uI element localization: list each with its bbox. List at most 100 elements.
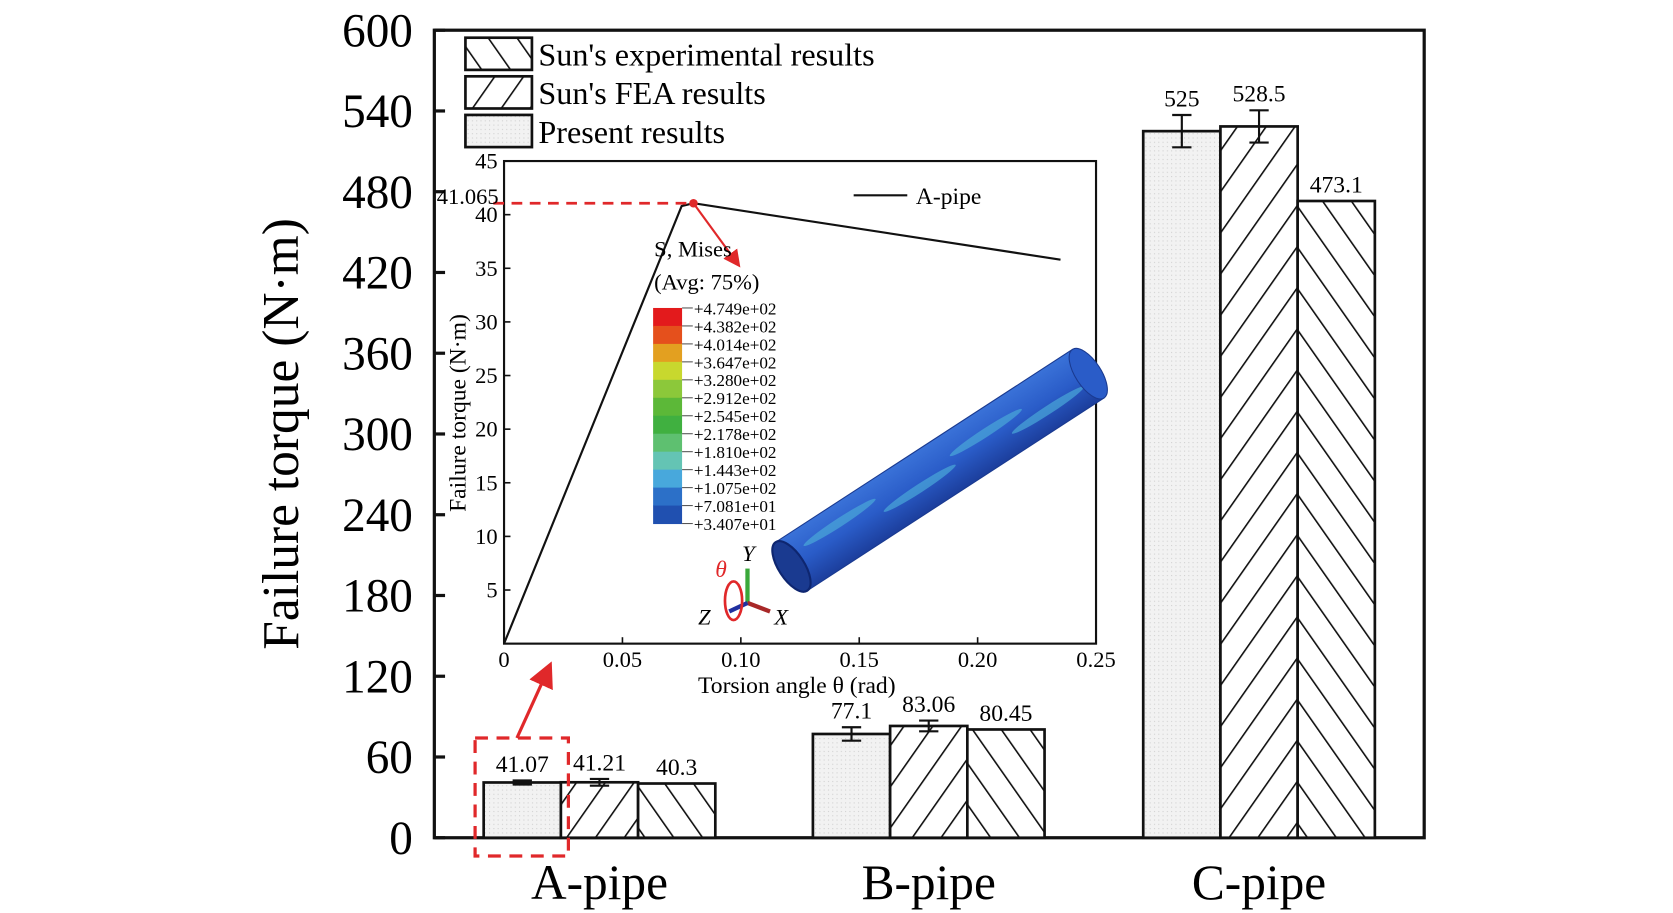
inset-line-a-pipe [503, 202, 1061, 645]
highlight-arrow [515, 661, 553, 739]
stress-streak [949, 408, 1022, 457]
inset-y-tick-label: 15 [475, 470, 498, 495]
inset-y-tick-label: 35 [475, 256, 498, 281]
inset-y-tick-label: 20 [475, 417, 498, 442]
contour-color-band [653, 307, 683, 327]
legend-label: Present results [538, 114, 725, 150]
y-tick-label: 300 [342, 409, 413, 461]
contour-color-band [653, 397, 683, 417]
contour-value-label: +4.382e+02 [694, 317, 777, 336]
contour-value-label: +3.280e+02 [694, 371, 777, 390]
y-tick-label: 120 [342, 651, 413, 703]
contour-value-label: +2.912e+02 [694, 389, 777, 408]
contour-color-band [653, 451, 683, 471]
y-tick-label: 420 [342, 248, 413, 300]
bar-B-pipe-0 [811, 732, 892, 840]
x-tick-label: B-pipe [862, 855, 996, 910]
bar-B-pipe-2 [965, 728, 1046, 840]
inset-x-tick-label: 0.25 [1076, 647, 1115, 672]
data-label: 77.1 [831, 699, 872, 725]
legend-label: Sun's experimental results [538, 37, 874, 73]
legend-swatch [464, 36, 534, 72]
contour-value-label: +2.178e+02 [694, 425, 777, 444]
data-label: 528.5 [1233, 82, 1286, 108]
inset-y-tick-label: 10 [475, 524, 498, 549]
y-tick-label: 60 [366, 732, 413, 784]
y-tick-label: 180 [342, 571, 413, 623]
contour-value-label: +2.545e+02 [694, 407, 777, 426]
contour-value-label: +4.014e+02 [694, 335, 777, 354]
contour-color-band [653, 505, 683, 525]
bar-A-pipe-2 [636, 782, 717, 840]
inset-y-tick-label: 40 [475, 202, 498, 227]
data-label: 525 [1164, 86, 1199, 112]
inset-x-tick-label: 0 [498, 647, 509, 672]
bar-B-pipe-1 [888, 724, 969, 840]
y-tick-label: 540 [342, 86, 413, 138]
contour-color-band [653, 415, 683, 435]
data-label: 40.3 [656, 755, 697, 781]
y-tick-label: 480 [342, 167, 413, 219]
contour-title: S, Mises [654, 236, 732, 261]
inset-y-tick-label: 25 [475, 363, 498, 388]
rotation-arrow-icon [723, 580, 744, 622]
inset-x-tick-label: 0.05 [603, 647, 642, 672]
contour-color-band [653, 379, 683, 399]
bar-C-pipe-1 [1219, 125, 1299, 840]
inset-x-tick-label: 0.10 [721, 647, 760, 672]
contour-value-label: +3.407e+01 [694, 515, 777, 534]
x-axis-triad-label: X [773, 604, 789, 629]
inset-line-chart: 0 0.05 0.10 0.15 0.20 0.25 5 10 15 20 25 30 35 40 45 To… [437, 149, 1116, 699]
contour-value-label: +1.810e+02 [694, 443, 777, 462]
y-tick-label: 600 [342, 5, 413, 57]
stress-streak [803, 498, 876, 547]
contour-subtitle: (Avg: 75%) [654, 270, 759, 295]
contour-color-band [653, 361, 683, 381]
y-axis-triad-label: Y [742, 541, 757, 566]
contour-value-label: +1.075e+02 [694, 479, 777, 498]
x-tick-label: C-pipe [1192, 855, 1326, 910]
legend-swatch [464, 74, 534, 110]
data-label: 80.45 [979, 701, 1032, 727]
y-tick-label: 0 [389, 813, 413, 865]
data-label: 473.1 [1310, 172, 1363, 198]
y-axis-label: Failure torque (N·m) [253, 218, 310, 650]
contour-color-band [653, 469, 683, 489]
y-tick-label: 360 [342, 328, 413, 380]
legend-swatch [464, 113, 534, 149]
z-axis-triad-label: Z [698, 604, 711, 629]
data-label: 41.07 [496, 752, 549, 778]
contour-value-label: +3.647e+02 [694, 353, 777, 372]
contour-color-band [653, 487, 683, 507]
inset-x-tick-label: 0.15 [840, 647, 879, 672]
pipe-end-far [1068, 347, 1108, 400]
peak-value-label: 41.065 [437, 184, 499, 209]
inset-y-axis-label: Failure torque (N·m) [445, 314, 471, 512]
inset-x-tick-label: 0.20 [958, 647, 997, 672]
bar-A-pipe-0 [482, 781, 563, 840]
contour-color-band [653, 433, 683, 453]
contour-value-label: +4.749e+02 [694, 299, 777, 318]
inset-y-tick-label: 5 [486, 578, 497, 603]
inset-y-tick-label: 30 [475, 309, 498, 334]
data-label: 41.21 [573, 750, 626, 776]
theta-label: θ [715, 557, 727, 583]
contour-color-band [653, 325, 683, 345]
contour-color-band [653, 343, 683, 363]
data-label: 83.06 [902, 692, 955, 718]
pipe-model [771, 347, 1108, 593]
inset-y-tick-label: 45 [475, 149, 498, 174]
y-tick-label: 240 [342, 490, 413, 542]
bar-A-pipe-1 [559, 780, 640, 840]
highlight-box [473, 736, 570, 858]
legend-label: Sun's FEA results [538, 75, 765, 111]
contour-value-label: +1.443e+02 [694, 461, 777, 480]
contour-value-label: +7.081e+01 [694, 497, 777, 516]
x-axis-arrow-icon [746, 600, 771, 614]
peak-arrow [692, 202, 741, 268]
bar-C-pipe-0 [1141, 129, 1222, 840]
inset-x-axis-label: Torsion angle θ (rad) [698, 673, 896, 699]
